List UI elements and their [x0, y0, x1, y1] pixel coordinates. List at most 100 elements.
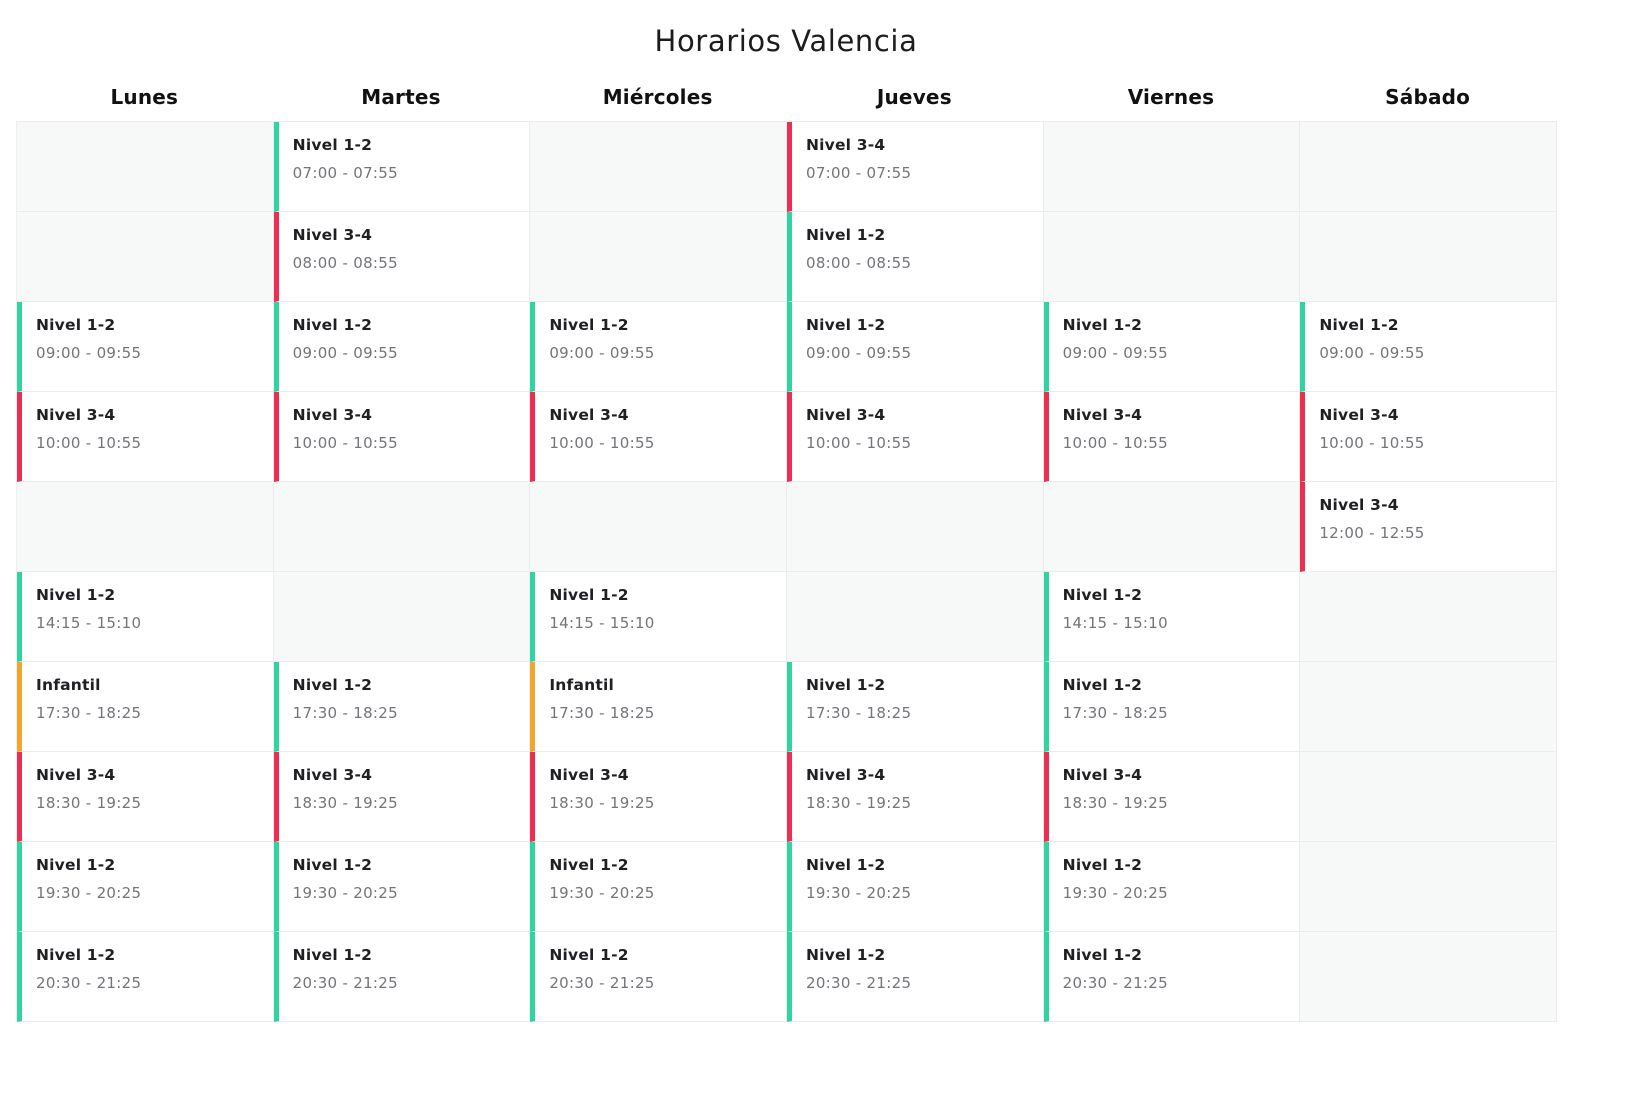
event-card[interactable]: Nivel 3-4 18:30 - 19:25	[786, 752, 1044, 842]
event-time: 14:15 - 15:10	[36, 614, 142, 632]
event-level: Nivel 3-4	[549, 766, 629, 784]
empty-slot	[17, 482, 274, 572]
empty-slot	[1300, 122, 1557, 212]
event-time: 19:30 - 20:25	[292, 884, 398, 902]
event-time: 08:00 - 08:55	[292, 254, 398, 272]
event-card[interactable]: Nivel 1-2 09:00 - 09:55	[1300, 302, 1557, 392]
event-card[interactable]: Nivel 1-2 07:00 - 07:55	[273, 122, 531, 212]
event-card[interactable]: Nivel 1-2 17:30 - 18:25	[273, 662, 531, 752]
event-time: 19:30 - 20:25	[36, 884, 142, 902]
event-card[interactable]: Nivel 1-2 19:30 - 20:25	[17, 842, 274, 932]
event-card[interactable]: Nivel 1-2 09:00 - 09:55	[530, 302, 787, 392]
event-card[interactable]: Nivel 3-4 08:00 - 08:55	[273, 212, 531, 302]
day-header-lunes: Lunes	[110, 85, 179, 109]
event-level: Nivel 3-4	[36, 766, 116, 784]
event-time: 14:15 - 15:10	[549, 614, 655, 632]
empty-slot	[530, 122, 787, 212]
event-card[interactable]: Nivel 3-4 12:00 - 12:55	[1300, 482, 1557, 572]
event-card[interactable]: Nivel 1-2 14:15 - 15:10	[17, 572, 274, 662]
event-card[interactable]: Nivel 1-2 09:00 - 09:55	[17, 302, 274, 392]
event-card[interactable]: Nivel 3-4 18:30 - 19:25	[530, 752, 787, 842]
event-card[interactable]: Nivel 1-2 19:30 - 20:25	[786, 842, 1044, 932]
event-time: 17:30 - 18:25	[292, 704, 398, 722]
event-time: 07:00 - 07:55	[805, 164, 912, 182]
event-time: 20:30 - 21:25	[36, 974, 142, 992]
event-level: Nivel 3-4	[1319, 496, 1399, 514]
event-card[interactable]: Nivel 1-2 20:30 - 21:25	[273, 932, 531, 1022]
event-level: Nivel 1-2	[292, 676, 373, 694]
event-time: 09:00 - 09:55	[805, 344, 912, 362]
event-card[interactable]: Nivel 1-2 14:15 - 15:10	[530, 572, 787, 662]
event-level: Infantil	[549, 676, 615, 694]
event-time: 09:00 - 09:55	[1062, 344, 1168, 362]
event-card[interactable]: Nivel 3-4 10:00 - 10:55	[1043, 392, 1301, 482]
empty-slot	[1300, 572, 1557, 662]
empty-slot	[1043, 122, 1301, 212]
event-time: 18:30 - 19:25	[805, 794, 912, 812]
event-card[interactable]: Nivel 1-2 09:00 - 09:55	[786, 302, 1044, 392]
event-card[interactable]: Nivel 1-2 19:30 - 20:25	[273, 842, 531, 932]
event-time: 10:00 - 10:55	[292, 434, 398, 452]
event-card[interactable]: Nivel 1-2 20:30 - 21:25	[530, 932, 787, 1022]
event-card[interactable]: Nivel 1-2 17:30 - 18:25	[786, 662, 1044, 752]
event-level: Nivel 1-2	[1062, 316, 1143, 334]
event-card[interactable]: Nivel 1-2 08:00 - 08:55	[786, 212, 1044, 302]
event-level: Nivel 1-2	[292, 856, 373, 874]
empty-slot	[786, 482, 1044, 572]
empty-slot	[786, 572, 1044, 662]
event-time: 09:00 - 09:55	[549, 344, 655, 362]
event-level: Nivel 3-4	[549, 406, 629, 424]
event-time: 20:30 - 21:25	[805, 974, 912, 992]
event-card[interactable]: Nivel 3-4 10:00 - 10:55	[530, 392, 787, 482]
event-level: Nivel 3-4	[805, 406, 886, 424]
event-card[interactable]: Nivel 1-2 09:00 - 09:55	[273, 302, 531, 392]
event-level: Nivel 1-2	[36, 856, 116, 874]
event-card[interactable]: Nivel 1-2 09:00 - 09:55	[1043, 302, 1301, 392]
event-time: 17:30 - 18:25	[805, 704, 912, 722]
empty-slot	[17, 122, 274, 212]
day-header-viernes: Viernes	[1127, 85, 1215, 109]
event-time: 12:00 - 12:55	[1319, 524, 1425, 542]
event-card[interactable]: Nivel 3-4 18:30 - 19:25	[17, 752, 274, 842]
event-level: Nivel 1-2	[36, 946, 116, 964]
day-header-jueves: Jueves	[876, 85, 952, 109]
event-card[interactable]: Nivel 3-4 10:00 - 10:55	[1300, 392, 1557, 482]
event-time: 07:00 - 07:55	[292, 164, 398, 182]
event-card[interactable]: Infantil 17:30 - 18:25	[17, 662, 274, 752]
event-card[interactable]: Nivel 1-2 20:30 - 21:25	[1043, 932, 1301, 1022]
event-card[interactable]: Nivel 3-4 18:30 - 19:25	[273, 752, 531, 842]
event-time: 18:30 - 19:25	[549, 794, 655, 812]
event-card[interactable]: Nivel 3-4 18:30 - 19:25	[1043, 752, 1301, 842]
event-level: Nivel 1-2	[36, 586, 116, 604]
event-time: 17:30 - 18:25	[1062, 704, 1168, 722]
event-time: 10:00 - 10:55	[36, 434, 142, 452]
event-card[interactable]: Nivel 3-4 10:00 - 10:55	[786, 392, 1044, 482]
event-card[interactable]: Nivel 1-2 19:30 - 20:25	[1043, 842, 1301, 932]
day-header-miercoles: Miércoles	[602, 85, 713, 109]
event-card[interactable]: Nivel 3-4 10:00 - 10:55	[273, 392, 531, 482]
event-card[interactable]: Nivel 3-4 10:00 - 10:55	[17, 392, 274, 482]
event-time: 18:30 - 19:25	[292, 794, 398, 812]
empty-slot	[1300, 932, 1557, 1022]
empty-slot	[1300, 752, 1557, 842]
event-card[interactable]: Nivel 1-2 20:30 - 21:25	[786, 932, 1044, 1022]
event-card[interactable]: Infantil 17:30 - 18:25	[530, 662, 787, 752]
event-level: Nivel 1-2	[292, 136, 373, 154]
event-time: 10:00 - 10:55	[549, 434, 655, 452]
event-level: Nivel 3-4	[805, 766, 886, 784]
event-time: 19:30 - 20:25	[549, 884, 655, 902]
event-card[interactable]: Nivel 1-2 19:30 - 20:25	[530, 842, 787, 932]
event-card[interactable]: Nivel 1-2 17:30 - 18:25	[1043, 662, 1301, 752]
event-card[interactable]: Nivel 1-2 20:30 - 21:25	[17, 932, 274, 1022]
event-time: 08:00 - 08:55	[805, 254, 912, 272]
event-level: Nivel 3-4	[1062, 766, 1143, 784]
event-time: 20:30 - 21:25	[1062, 974, 1168, 992]
empty-slot	[530, 482, 787, 572]
event-level: Nivel 1-2	[1319, 316, 1399, 334]
event-level: Nivel 1-2	[549, 586, 629, 604]
event-time: 10:00 - 10:55	[805, 434, 912, 452]
event-card[interactable]: Nivel 1-2 14:15 - 15:10	[1043, 572, 1301, 662]
event-level: Nivel 3-4	[805, 136, 886, 154]
event-card[interactable]: Nivel 3-4 07:00 - 07:55	[786, 122, 1044, 212]
